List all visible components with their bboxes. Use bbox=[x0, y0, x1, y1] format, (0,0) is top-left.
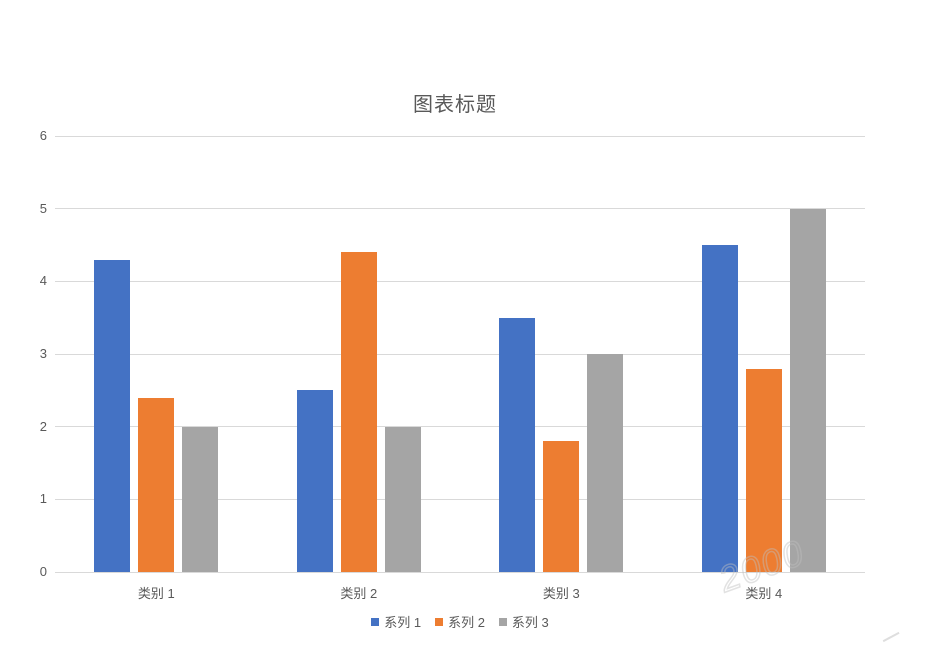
bar-series2-cat3 bbox=[543, 441, 580, 572]
y-axis-tick-4: 4 bbox=[39, 273, 47, 289]
gridline-5 bbox=[55, 208, 865, 210]
legend-swatch-series1 bbox=[371, 617, 380, 626]
x-axis-label-cat4: 类别 4 bbox=[745, 586, 783, 601]
bar-series2-cat1 bbox=[138, 397, 175, 572]
legend-item-series1: 系列 1 bbox=[371, 612, 421, 631]
gridline-3 bbox=[55, 353, 865, 355]
bar-group-cat2 bbox=[296, 136, 421, 572]
legend-item-series2: 系列 2 bbox=[435, 612, 485, 631]
y-axis-tick-0: 0 bbox=[39, 564, 47, 579]
y-axis-tick-1: 1 bbox=[39, 491, 47, 507]
bar-series3-cat1 bbox=[182, 426, 219, 572]
bar-series1-cat1 bbox=[94, 259, 131, 572]
legend-label-series2: 系列 2 bbox=[448, 615, 485, 630]
x-axis-label-cat1: 类别 1 bbox=[137, 586, 175, 601]
legend-swatch-series3 bbox=[498, 617, 507, 626]
gridline-2 bbox=[55, 426, 865, 428]
bar-group-cat1 bbox=[94, 136, 219, 572]
gridline-4 bbox=[55, 280, 865, 282]
bar-series1-cat4 bbox=[701, 245, 738, 572]
legend: 系列 1 系列 2 系列 3 bbox=[0, 612, 920, 631]
legend-item-series3: 系列 3 bbox=[498, 612, 549, 631]
gridline-1 bbox=[55, 498, 865, 500]
bar-series2-cat2 bbox=[340, 252, 377, 572]
y-axis-tick-3: 3 bbox=[39, 346, 47, 361]
y-axis-tick-6: 6 bbox=[39, 128, 47, 143]
bar-group-cat4 bbox=[701, 136, 826, 572]
x-axis-label-cat3: 类别 3 bbox=[542, 586, 580, 601]
bar-series2-cat4 bbox=[745, 368, 782, 572]
plot-area bbox=[55, 135, 865, 573]
gridline-0 bbox=[55, 571, 865, 573]
y-axis-tick-2: 2 bbox=[39, 418, 47, 434]
legend-label-series1: 系列 1 bbox=[384, 615, 422, 630]
bar-series3-cat3 bbox=[587, 354, 624, 572]
bar-series1-cat3 bbox=[499, 317, 536, 572]
bar-series1-cat2 bbox=[296, 390, 333, 572]
watermark-fragment bbox=[882, 631, 900, 642]
x-axis-label-cat2: 类别 2 bbox=[340, 586, 378, 601]
bar-series3-cat2 bbox=[384, 426, 421, 572]
legend-swatch-series2 bbox=[435, 617, 444, 626]
y-axis-tick-5: 5 bbox=[39, 200, 47, 216]
chart-title: 图表标题 bbox=[413, 94, 497, 116]
bar-group-cat3 bbox=[499, 136, 624, 572]
bar-series3-cat4 bbox=[789, 208, 826, 572]
gridline-6 bbox=[55, 135, 865, 137]
legend-label-series3: 系列 3 bbox=[511, 615, 549, 630]
